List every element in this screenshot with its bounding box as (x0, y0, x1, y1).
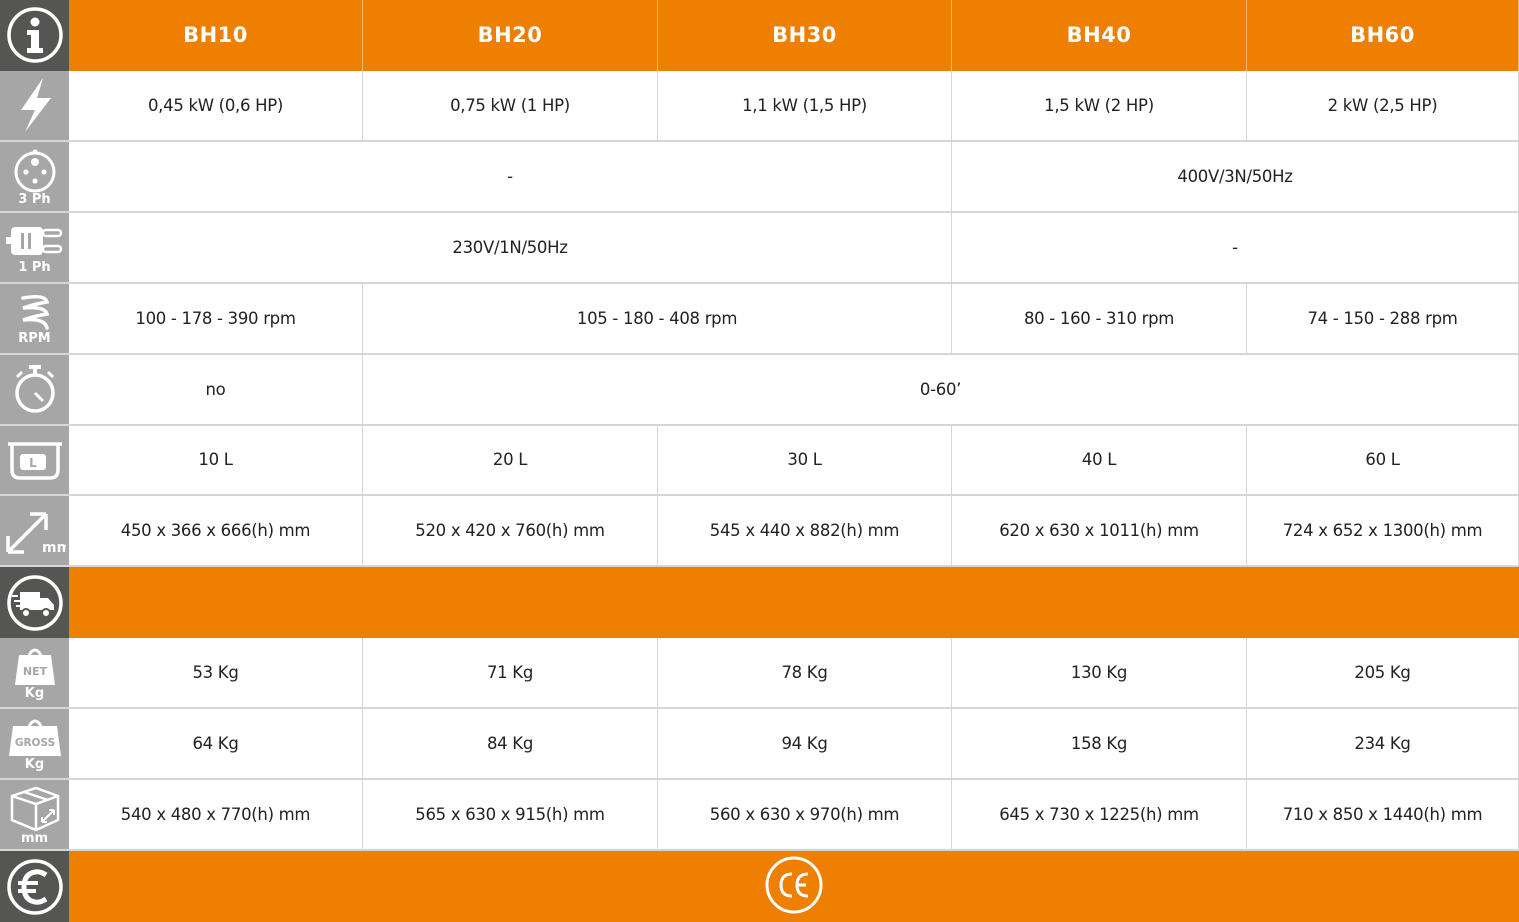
spec-cell: 78 Kg (658, 638, 952, 710)
icon-label: Kg (24, 757, 45, 773)
spec-cell: 74 - 150 - 288 rpm (1247, 283, 1519, 355)
bowl-capacity-icon: L (0, 425, 69, 497)
net-weight-icon: NET Kg (0, 638, 69, 710)
svg-text:mm: mm (42, 540, 66, 556)
model-header: BH40 (952, 0, 1247, 71)
three-phase-plug-icon: 3 Ph (0, 141, 69, 213)
spec-cell: 205 Kg (1247, 638, 1519, 710)
spec-cell: 60 L (1247, 425, 1519, 497)
spec-cell: no (69, 354, 363, 426)
spec-cell: 1,1 kW (1,5 HP) (658, 70, 952, 142)
spec-cell: 53 Kg (69, 638, 363, 710)
svg-text:GROSS: GROSS (14, 737, 54, 749)
spec-cell: - (952, 212, 1519, 284)
spec-cell: 0-60’ (363, 354, 1519, 426)
spec-cell: 94 Kg (658, 709, 952, 781)
euro-icon (0, 851, 69, 922)
spec-cell: 1,5 kW (2 HP) (952, 70, 1247, 142)
model-header: BH10 (69, 0, 363, 71)
info-icon (0, 0, 69, 71)
svg-text:NET: NET (22, 665, 47, 678)
model-header: BH60 (1247, 0, 1519, 71)
spec-cell: 540 x 480 x 770(h) mm (69, 780, 363, 852)
icon-label: 1 Ph (18, 259, 51, 275)
dimensions-icon: mm (0, 496, 69, 568)
spec-cell: 84 Kg (363, 709, 658, 781)
spec-cell: 100 - 178 - 390 rpm (69, 283, 363, 355)
spec-cell: 2 kW (2,5 HP) (1247, 70, 1519, 142)
timer-icon (0, 354, 69, 426)
spec-cell: 130 Kg (952, 638, 1247, 710)
svg-text:L: L (29, 456, 37, 470)
spec-cell: 234 Kg (1247, 709, 1519, 781)
gross-weight-icon: GROSS Kg (0, 709, 69, 781)
shipping-section-band (69, 567, 1519, 639)
spec-cell: 158 Kg (952, 709, 1247, 781)
spec-cell: 400V/3N/50Hz (952, 141, 1519, 213)
ce-mark-icon (765, 856, 823, 918)
spec-cell: 10 L (69, 425, 363, 497)
spec-cell: 230V/1N/50Hz (69, 212, 952, 284)
icon-label: 3 Ph (18, 191, 51, 207)
spiral-hook-icon: RPM (0, 283, 69, 355)
icon-label: Kg (24, 686, 45, 702)
spec-cell: 80 - 160 - 310 rpm (952, 283, 1247, 355)
spec-cell: 565 x 630 x 915(h) mm (363, 780, 658, 852)
spec-cell: 0,45 kW (0,6 HP) (69, 70, 363, 142)
footer-band (69, 851, 1519, 922)
spec-cell: 520 x 420 x 760(h) mm (363, 496, 658, 568)
spec-cell: - (69, 141, 952, 213)
model-header: BH20 (363, 0, 658, 71)
spec-cell: 40 L (952, 425, 1247, 497)
power-bolt-icon (0, 70, 69, 142)
spec-cell: 30 L (658, 425, 952, 497)
spec-cell: 450 x 366 x 666(h) mm (69, 496, 363, 568)
spec-cell: 105 - 180 - 408 rpm (363, 283, 952, 355)
spec-cell: 71 Kg (363, 638, 658, 710)
delivery-truck-icon (0, 567, 69, 639)
single-phase-plug-icon: 1 Ph (0, 212, 69, 284)
icon-label: RPM (18, 330, 51, 346)
package-box-icon: mm (0, 780, 69, 852)
spec-cell: 20 L (363, 425, 658, 497)
spec-cell: 710 x 850 x 1440(h) mm (1247, 780, 1519, 852)
icon-label: mm (20, 831, 49, 847)
spec-cell: 645 x 730 x 1225(h) mm (952, 780, 1247, 852)
spec-cell: 0,75 kW (1 HP) (363, 70, 658, 142)
spec-cell: 724 x 652 x 1300(h) mm (1247, 496, 1519, 568)
spec-cell: 545 x 440 x 882(h) mm (658, 496, 952, 568)
model-header: BH30 (658, 0, 952, 71)
spec-cell: 620 x 630 x 1011(h) mm (952, 496, 1247, 568)
spec-cell: 560 x 630 x 970(h) mm (658, 780, 952, 852)
spec-cell: 64 Kg (69, 709, 363, 781)
